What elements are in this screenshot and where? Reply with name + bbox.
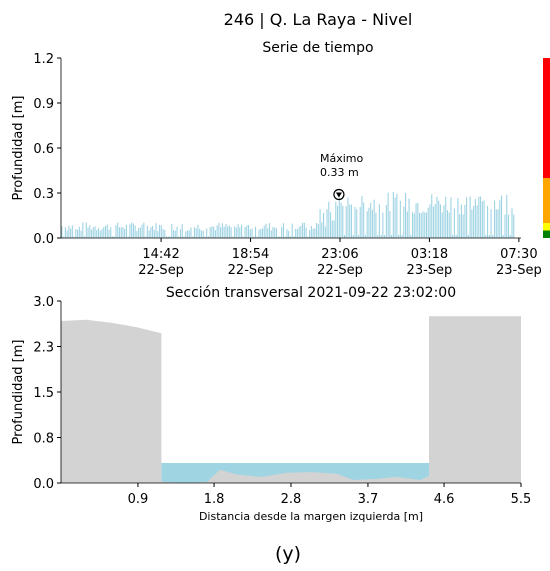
cross-section-xlabel: Distancia desde la margen izquierda [m] — [199, 510, 423, 523]
x-tick-label-date: 22-Sep — [138, 263, 184, 278]
level-segment — [543, 230, 550, 238]
peak-value: 0.33 m — [320, 166, 359, 179]
x-tick-label-date: 22-Sep — [317, 263, 363, 278]
cross-section-ylabel: Profundidad [m] — [11, 340, 26, 445]
x-tick-label-time: 23:06 — [321, 247, 358, 262]
x-tick-label-time: 18:54 — [232, 247, 269, 262]
level-segment — [543, 223, 550, 231]
peak-marker: Máximo 0.33 m — [320, 152, 364, 201]
level-segment — [543, 178, 550, 223]
cross-section-plot — [61, 316, 521, 483]
y-tick-label: 0.0 — [33, 232, 54, 247]
time-series-bars — [61, 191, 515, 238]
y-tick-label: 3.0 — [33, 295, 54, 310]
y-tick-label: 0.3 — [33, 187, 54, 202]
x-tick-label: 0.9 — [128, 492, 149, 507]
time-series-axes: 0.00.30.60.91.214:4222-Sep18:5422-Sep23:… — [33, 52, 541, 278]
x-tick-label: 4.6 — [434, 492, 455, 507]
peak-label: Máximo — [320, 152, 364, 165]
figure-title: 246 | Q. La Raya - Nivel — [224, 10, 413, 29]
time-series-title: Serie de tiempo — [262, 40, 373, 56]
y-tick-label: 1.5 — [33, 386, 54, 401]
time-series-chart: Serie de tiempo Profundidad [m] 0.0 0.3 0.… — [11, 40, 550, 278]
x-tick-label-time: 14:42 — [142, 247, 179, 262]
y-tick-label: 0.6 — [33, 142, 54, 157]
x-tick-label-time: 07:30 — [500, 247, 537, 262]
peak-circle — [333, 188, 345, 201]
ground-profile — [61, 316, 521, 483]
cross-section-axes: 0.0 0.8 1.5 2.3 3.0 0.9 1.8 2.8 3.7 4.6 5.5 — [33, 295, 531, 507]
y-tick-label: 0.0 — [33, 477, 54, 492]
time-series-ylabel: Profundidad [m] — [11, 96, 26, 201]
y-tick-label: 0.8 — [33, 432, 54, 447]
figure-caption: (y) — [275, 543, 301, 565]
cross-section-chart: Sección transversal 2021-09-22 23:02:00 … — [11, 285, 531, 523]
x-tick-label-date: 23-Sep — [407, 263, 453, 278]
x-tick-label-date: 22-Sep — [228, 263, 274, 278]
cross-section-title: Sección transversal 2021-09-22 23:02:00 — [166, 285, 456, 301]
x-tick-label: 2.8 — [281, 492, 302, 507]
x-tick-label: 5.5 — [511, 492, 532, 507]
peak-arrow-icon — [335, 192, 342, 198]
level-indicator-bar — [543, 58, 550, 238]
x-tick-label-time: 03:18 — [411, 247, 448, 262]
level-segment — [543, 58, 550, 178]
x-tick-label-date: 23-Sep — [496, 263, 542, 278]
y-tick-label: 2.3 — [33, 341, 54, 356]
x-tick-label: 3.7 — [358, 492, 379, 507]
y-tick-label: 0.9 — [33, 97, 54, 112]
y-tick-label: 1.2 — [33, 52, 54, 67]
x-tick-label: 1.8 — [204, 492, 225, 507]
